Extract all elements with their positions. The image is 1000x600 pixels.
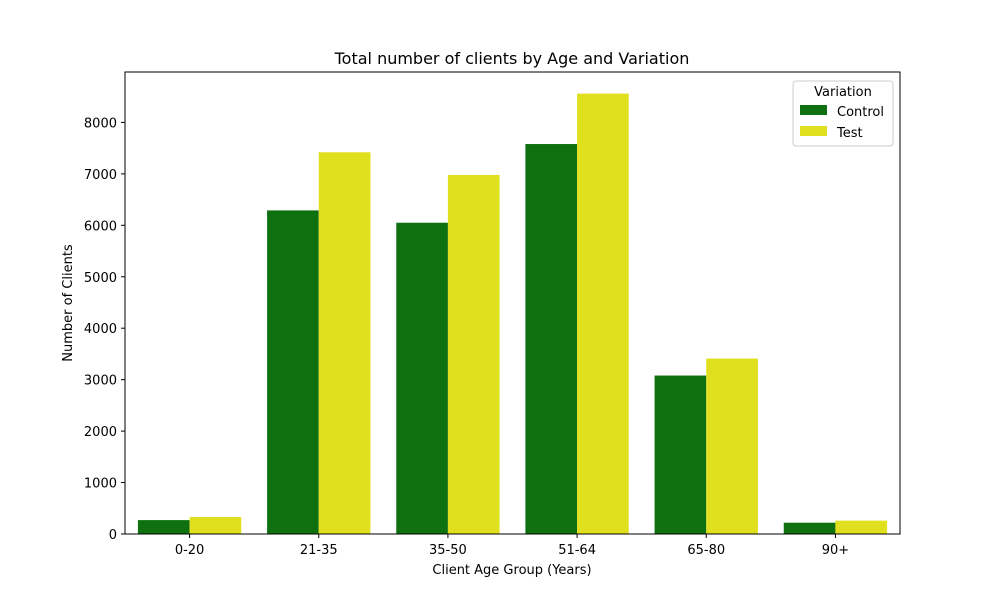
- x-tick-label: 65-80: [687, 543, 725, 558]
- x-tick-label: 35-50: [429, 543, 467, 558]
- legend-swatch-control: [800, 105, 827, 115]
- bar-control-0-20: [137, 520, 190, 534]
- bar-test-21-35: [318, 152, 371, 534]
- plot-frame: [124, 71, 901, 535]
- bars-group: [137, 93, 888, 535]
- y-tick-label: 5000: [84, 271, 117, 286]
- y-axis-ticks: 0 1000 2000 3000 4000 5000 6000 7000 8000: [84, 116, 125, 543]
- legend: Variation Control Test: [792, 80, 894, 147]
- bar-test-90+: [835, 520, 888, 534]
- y-tick-label: 3000: [84, 374, 117, 389]
- x-axis-ticks: 0-20 21-35 35-50 51-64 65-80 90+: [175, 534, 849, 558]
- y-tick-label: 7000: [84, 168, 117, 183]
- chart-title: Total number of clients by Age and Varia…: [334, 49, 690, 68]
- bar-test-35-50: [447, 174, 500, 534]
- bar-control-21-35: [267, 210, 319, 534]
- bar-test-0-20: [189, 517, 242, 534]
- y-tick-label: 0: [109, 528, 117, 543]
- legend-label-test: Test: [836, 126, 863, 141]
- bar-control-65-80: [654, 375, 707, 534]
- y-tick-label: 6000: [84, 219, 117, 234]
- bar-test-65-80: [706, 358, 758, 534]
- x-tick-label: 21-35: [300, 543, 338, 558]
- bar-test-51-64: [577, 93, 629, 534]
- legend-swatch-test: [800, 126, 827, 136]
- x-tick-label: 0-20: [175, 543, 205, 558]
- bar-control-90+: [783, 522, 836, 534]
- x-tick-label: 90+: [822, 543, 849, 558]
- y-axis-label: Number of Clients: [61, 244, 76, 362]
- x-tick-label: 51-64: [558, 543, 596, 558]
- bar-control-51-64: [525, 144, 578, 534]
- y-tick-label: 2000: [84, 425, 117, 440]
- bar-control-35-50: [396, 222, 448, 535]
- legend-title: Variation: [814, 85, 872, 100]
- x-axis-label: Client Age Group (Years): [432, 563, 591, 578]
- legend-label-control: Control: [837, 105, 884, 120]
- y-tick-label: 8000: [84, 116, 117, 131]
- y-tick-label: 1000: [84, 477, 117, 492]
- y-tick-label: 4000: [84, 322, 117, 337]
